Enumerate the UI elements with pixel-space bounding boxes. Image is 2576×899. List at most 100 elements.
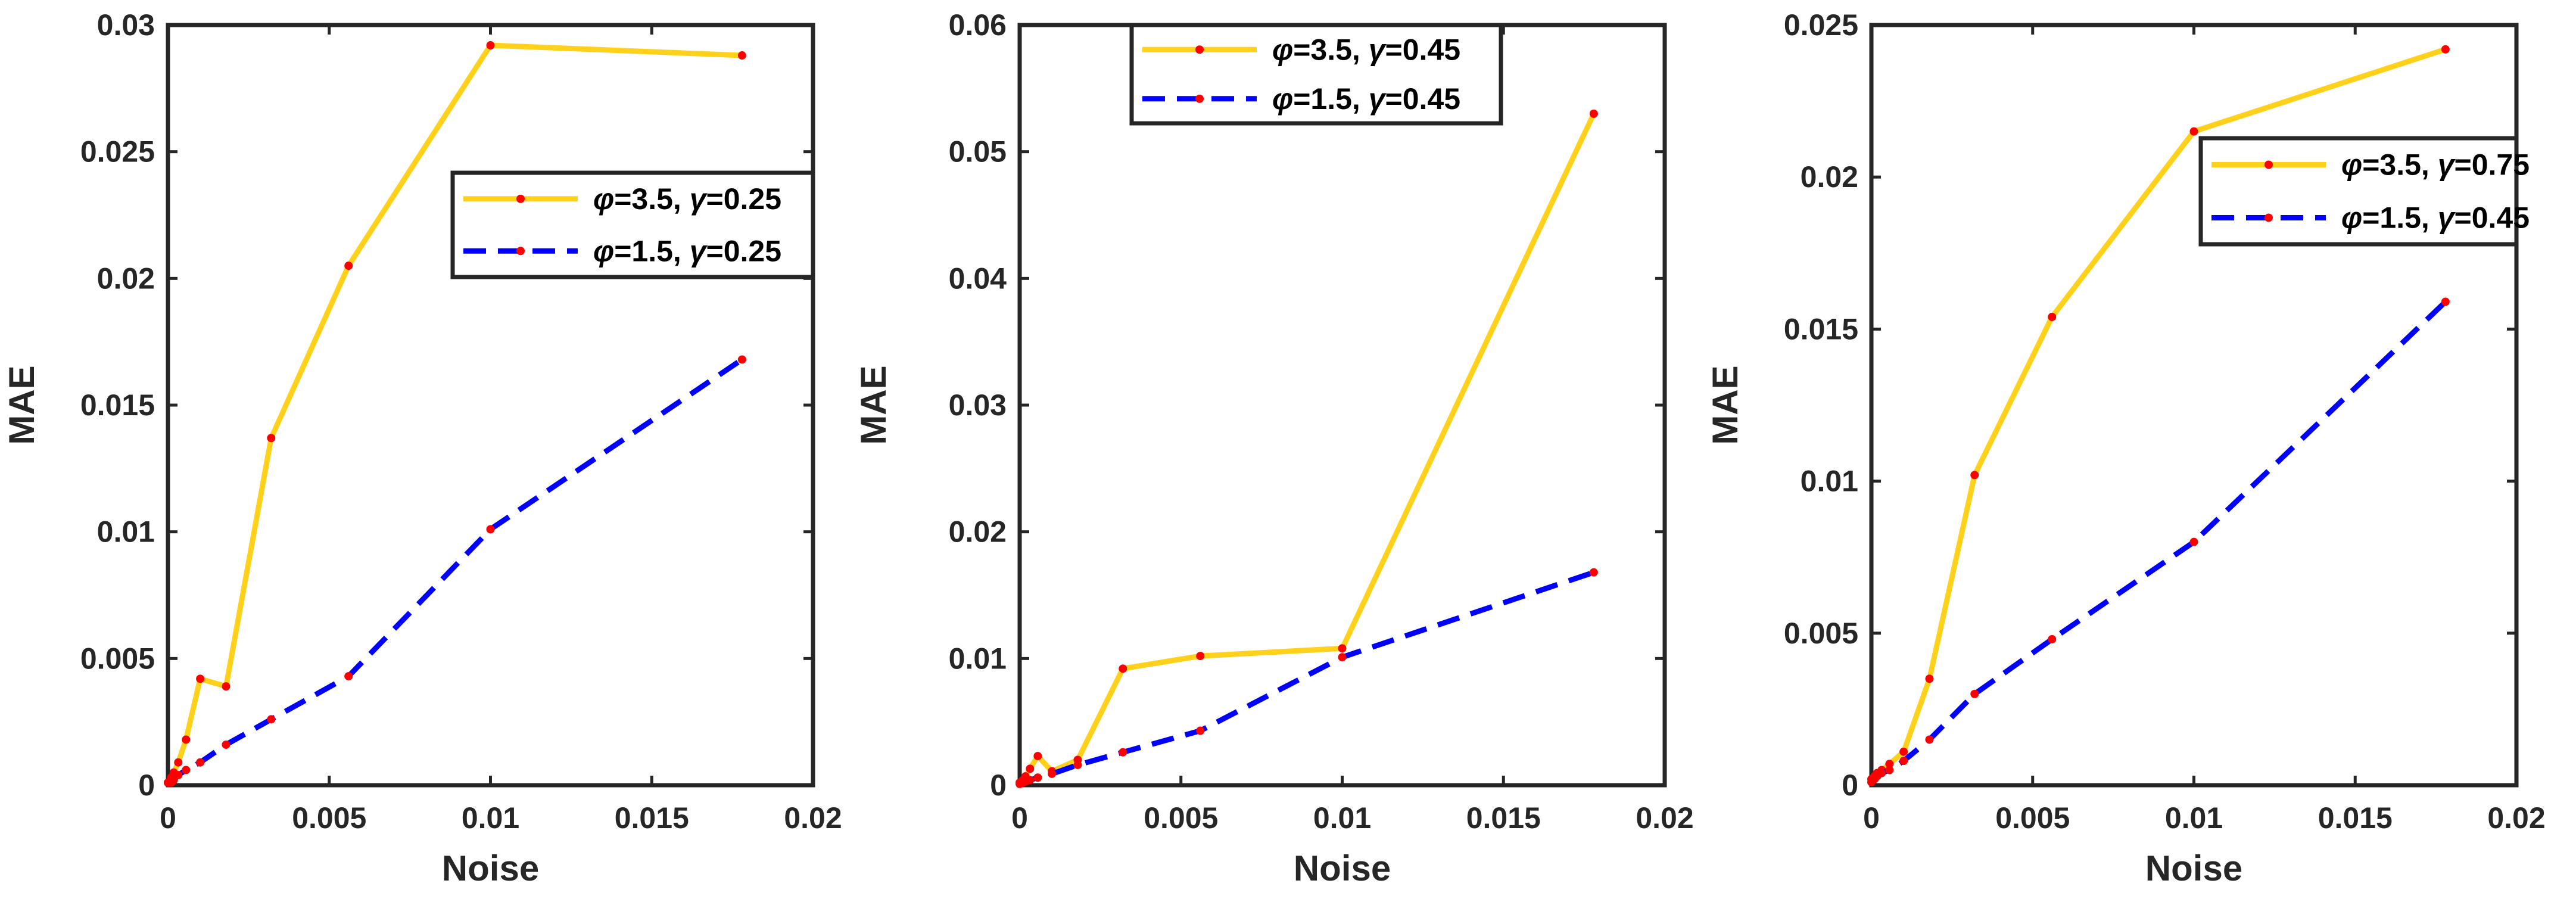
x-axis-label: Noise — [1294, 848, 1391, 888]
series-2-point — [1033, 773, 1042, 782]
series-1-point — [344, 262, 353, 270]
legend-box — [450, 170, 815, 279]
x-tick-label: 0.015 — [615, 801, 689, 835]
y-tick-label: 0.03 — [97, 8, 155, 42]
series-1-point — [1970, 471, 1979, 480]
series-2-point — [1073, 760, 1082, 769]
series-2-point — [2189, 537, 2198, 546]
series-1-point — [737, 51, 746, 60]
series-1-point — [196, 674, 205, 683]
series-1-point — [267, 434, 276, 443]
chart-panel-3: 0 0.005 0.01 0.015 0.02 0 0.005 0.01 0.015 0.02 0.… — [1705, 8, 2546, 888]
legend: φ=3.5, γ=0.75 φ=1.5, γ=0.45 — [2198, 136, 2530, 247]
x-tick-label: 0.005 — [1144, 801, 1218, 835]
series-1-point — [1033, 752, 1042, 761]
y-tick-label: 0.005 — [1784, 617, 1858, 650]
series-2-point — [1877, 769, 1886, 777]
legend-box — [2198, 136, 2519, 247]
y-tick-label: 0 — [138, 769, 155, 802]
series-1-point — [1026, 764, 1035, 773]
x-tick-label: 0.02 — [1636, 801, 1693, 835]
axes-box — [166, 23, 815, 788]
series-2-point — [486, 525, 495, 534]
x-tick-label: 0.01 — [462, 801, 519, 835]
series-2-point — [196, 758, 205, 767]
x-tick-label: 0.015 — [2318, 801, 2393, 835]
series-2-point — [1925, 735, 1934, 744]
series-2-point — [1119, 748, 1127, 757]
y-tick-label: 0.05 — [949, 135, 1007, 169]
y-tick-label: 0.03 — [949, 388, 1007, 422]
x-tick-label: 0.01 — [1313, 801, 1371, 835]
y-tick-label: 0.01 — [1801, 465, 1858, 498]
x-tick-label: 0.01 — [2165, 801, 2223, 835]
series-2-point — [1048, 769, 1057, 778]
legend-label-1: φ=3.5, γ=0.75 — [2341, 148, 2530, 182]
legend: φ=3.5, γ=0.25 φ=1.5, γ=0.25 — [450, 170, 815, 279]
series-line-2 — [1018, 570, 1595, 787]
series-1-point — [486, 41, 495, 50]
legend-marker-2 — [516, 247, 525, 256]
legend-label-1: φ=3.5, γ=0.25 — [593, 182, 781, 216]
series-2-point — [1970, 689, 1979, 698]
series-1-point — [2441, 45, 2450, 54]
series-2-point — [737, 355, 746, 364]
series-2-point — [267, 715, 276, 724]
series-1-point — [174, 758, 183, 767]
x-axis-label: Noise — [2145, 848, 2242, 888]
series-2-point — [1589, 568, 1598, 577]
legend-label-2: φ=1.5, γ=0.25 — [593, 234, 781, 267]
legend-label-2: φ=1.5, γ=0.45 — [1272, 82, 1460, 116]
legend-marker-2 — [2264, 213, 2273, 222]
y-tick-label: 0.015 — [1784, 312, 1858, 346]
legend-box — [1129, 23, 1503, 126]
y-tick-label: 0.02 — [1801, 160, 1858, 194]
series-1-point — [2189, 127, 2198, 136]
legend-marker-1 — [2264, 160, 2273, 169]
series-1-point — [1338, 644, 1347, 653]
series-1-point — [2048, 312, 2057, 321]
y-tick-label: 0.04 — [949, 262, 1007, 295]
series-2-point — [222, 740, 230, 749]
series-1-point — [1885, 760, 1894, 769]
y-tick-label: 0.02 — [97, 262, 155, 295]
series-1-point — [222, 682, 230, 691]
y-tick-label: 0.01 — [949, 642, 1007, 675]
series-2-point — [344, 672, 353, 681]
x-tick-label: 0 — [160, 801, 176, 835]
y-axis-label: MAE — [1705, 365, 1745, 444]
y-tick-label: 0.06 — [949, 8, 1007, 42]
y-tick-label: 0.01 — [97, 515, 155, 549]
series-line-1 — [166, 42, 743, 785]
y-axis-label: MAE — [2, 365, 42, 444]
x-tick-label: 0 — [1863, 801, 1880, 835]
series-2-point — [1026, 776, 1035, 785]
legend-marker-2 — [1195, 94, 1204, 103]
y-tick-label: 0 — [1842, 769, 1858, 802]
y-tick-label: 0.02 — [949, 515, 1007, 549]
y-tick-label: 0.005 — [80, 642, 155, 675]
series-2-point — [2441, 297, 2450, 306]
x-tick-label: 0.005 — [1995, 801, 2070, 835]
legend-label-2: φ=1.5, γ=0.45 — [2341, 201, 2530, 235]
y-axis-label: MAE — [854, 365, 893, 444]
series-2-point — [174, 770, 183, 779]
axes-box — [1017, 23, 1667, 788]
y-tick-label: 0.015 — [80, 388, 155, 422]
y-tick-label: 0.025 — [1784, 8, 1858, 42]
series-1-point — [1925, 674, 1934, 683]
legend-marker-1 — [1195, 45, 1204, 54]
legend: φ=3.5, γ=0.45 φ=1.5, γ=0.45 — [1129, 23, 1503, 126]
chart-panel-1: 0 0.005 0.01 0.015 0.02 0 0.005 0.01 0.015 0.02 0.… — [2, 8, 842, 888]
series-2-point — [1899, 757, 1908, 766]
series-line-1 — [1018, 112, 1596, 785]
series-1-point — [182, 735, 191, 744]
series-2-point — [1338, 653, 1347, 662]
legend-marker-1 — [516, 194, 525, 203]
series-2-point — [1196, 726, 1205, 735]
series-2-point — [182, 766, 191, 774]
series-2-point — [2048, 635, 2057, 644]
x-tick-label: 0.02 — [2487, 801, 2545, 835]
x-tick-label: 0 — [1011, 801, 1028, 835]
